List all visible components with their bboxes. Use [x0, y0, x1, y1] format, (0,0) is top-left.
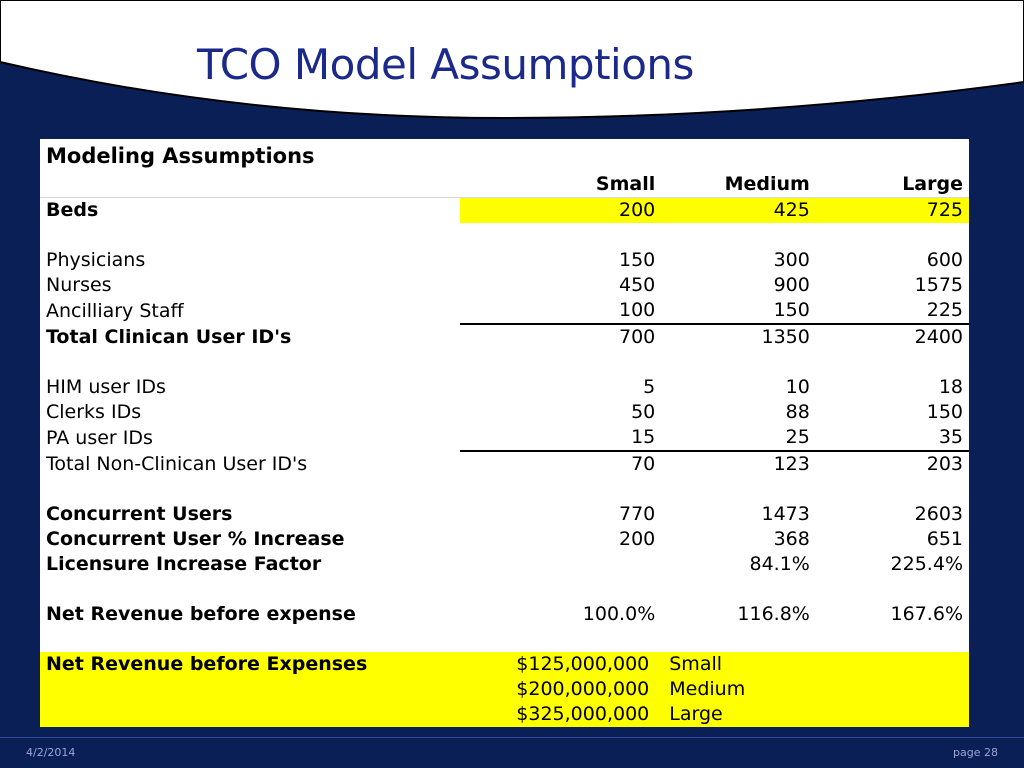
- row-label: Physicians: [46, 249, 146, 271]
- row-label: Net Revenue before expense: [46, 603, 356, 625]
- row-label: Concurrent Users: [46, 503, 233, 525]
- revenue-row: $325,000,000 Large: [40, 702, 969, 727]
- revenue-row: $200,000,000 Medium: [40, 677, 969, 702]
- table-row: Clerks IDs 50 88 150: [40, 400, 969, 425]
- cell-small: 70: [460, 450, 662, 477]
- cell-large: 1575: [914, 274, 963, 296]
- cell-large: 2400: [815, 323, 969, 350]
- cell-small: 5: [643, 376, 656, 398]
- row-label: Ancilliary Staff: [46, 299, 184, 322]
- cell-medium: 123: [661, 450, 816, 477]
- revenue-row: Net Revenue before Expenses $125,000,000…: [40, 652, 969, 677]
- row-label: Clerks IDs: [46, 401, 142, 423]
- row-label: Beds: [46, 199, 99, 221]
- cell-medium: 1350: [661, 323, 816, 350]
- cell-medium: 300: [773, 249, 810, 271]
- row-label: Total Non-Clinican User ID's: [46, 452, 308, 475]
- table-row: Nurses 450 900 1575: [40, 273, 969, 298]
- table-row: Physicians 150 300 600: [40, 248, 969, 273]
- cell-small: 200: [618, 528, 656, 550]
- cell-small: 770: [618, 503, 656, 525]
- revenue-size: Medium: [661, 677, 816, 702]
- header-row: Small Medium Large: [40, 171, 969, 198]
- cell-small: 200: [460, 197, 662, 223]
- cell-large: 203: [815, 450, 969, 477]
- row-label: Nurses: [46, 274, 112, 296]
- revenue-label: Net Revenue before Expenses: [40, 652, 461, 677]
- assumptions-table: Modeling Assumptions Small Medium Large …: [40, 139, 969, 727]
- cell-medium: 368: [773, 528, 810, 550]
- cell-medium: 25: [785, 426, 810, 448]
- revenue-size: Large: [661, 702, 816, 727]
- footer-date: 4/2/2014: [26, 746, 76, 759]
- revenue-amount: $125,000,000: [460, 652, 662, 677]
- cell-small: [460, 552, 661, 577]
- table-row: Licensure Increase Factor 84.1% 225.4%: [40, 552, 969, 577]
- cell-medium: 425: [661, 197, 816, 223]
- table-title-row: Modeling Assumptions: [40, 139, 969, 171]
- table-row: Beds 200 425 725: [40, 197, 969, 223]
- cell-small: 450: [618, 274, 656, 296]
- cell-small: 100: [618, 299, 656, 321]
- table-row: Concurrent User % Increase 200 368 651: [40, 527, 969, 552]
- table-row: PA user IDs 15 25 35: [40, 425, 969, 451]
- revenue-amount: $325,000,000: [460, 702, 662, 727]
- cell-small: 50: [631, 401, 656, 423]
- cell-large: 600: [926, 249, 963, 271]
- cell-medium: 900: [773, 274, 810, 296]
- cell-small: 700: [460, 323, 662, 350]
- cell-medium: 88: [785, 401, 810, 423]
- cell-large: 18: [938, 376, 963, 398]
- table-row: Total Non-Clinican User ID's 70 123 203: [40, 450, 969, 477]
- cell-medium: 84.1%: [749, 553, 810, 575]
- row-label: Total Clinican User ID's: [46, 325, 292, 348]
- cell-small: 15: [631, 426, 656, 448]
- table-row: HIM user IDs 5 10 18: [40, 375, 969, 400]
- revenue-size: Small: [661, 652, 816, 677]
- row-label: Concurrent User % Increase: [46, 528, 345, 550]
- cell-medium: 116.8%: [737, 603, 810, 625]
- cell-small: 100.0%: [582, 603, 656, 625]
- cell-large: 225: [926, 299, 963, 321]
- header-large: Large: [815, 171, 969, 198]
- cell-large: 150: [926, 401, 963, 423]
- row-label: HIM user IDs: [46, 376, 166, 398]
- table-row: Ancilliary Staff 100 150 225: [40, 298, 969, 324]
- header-small: Small: [460, 171, 662, 198]
- footer-divider: [0, 737, 1024, 738]
- table-row: Net Revenue before expense 100.0% 116.8%…: [40, 602, 969, 627]
- cell-medium: 150: [773, 299, 810, 321]
- cell-small: 150: [618, 249, 656, 271]
- footer-page-number: page 28: [953, 746, 998, 759]
- slide-title: TCO Model Assumptions: [197, 40, 694, 89]
- cell-large: 225.4%: [890, 553, 963, 575]
- cell-large: 2603: [914, 503, 963, 525]
- cell-large: 35: [938, 426, 963, 448]
- row-label: PA user IDs: [46, 426, 153, 449]
- table-row: Concurrent Users 770 1473 2603: [40, 502, 969, 527]
- cell-medium: 1473: [761, 503, 810, 525]
- row-label: Licensure Increase Factor: [46, 553, 322, 575]
- header-medium: Medium: [661, 171, 816, 198]
- header-banner: [0, 0, 1024, 120]
- cell-large: 167.6%: [890, 603, 963, 625]
- revenue-amount: $200,000,000: [460, 677, 662, 702]
- cell-large: 651: [926, 528, 963, 550]
- table-title: Modeling Assumptions: [46, 144, 315, 168]
- table-row: Total Clinican User ID's 700 1350 2400: [40, 323, 969, 350]
- cell-large: 725: [815, 197, 969, 223]
- header-blank: [40, 171, 461, 198]
- cell-medium: 10: [785, 376, 810, 398]
